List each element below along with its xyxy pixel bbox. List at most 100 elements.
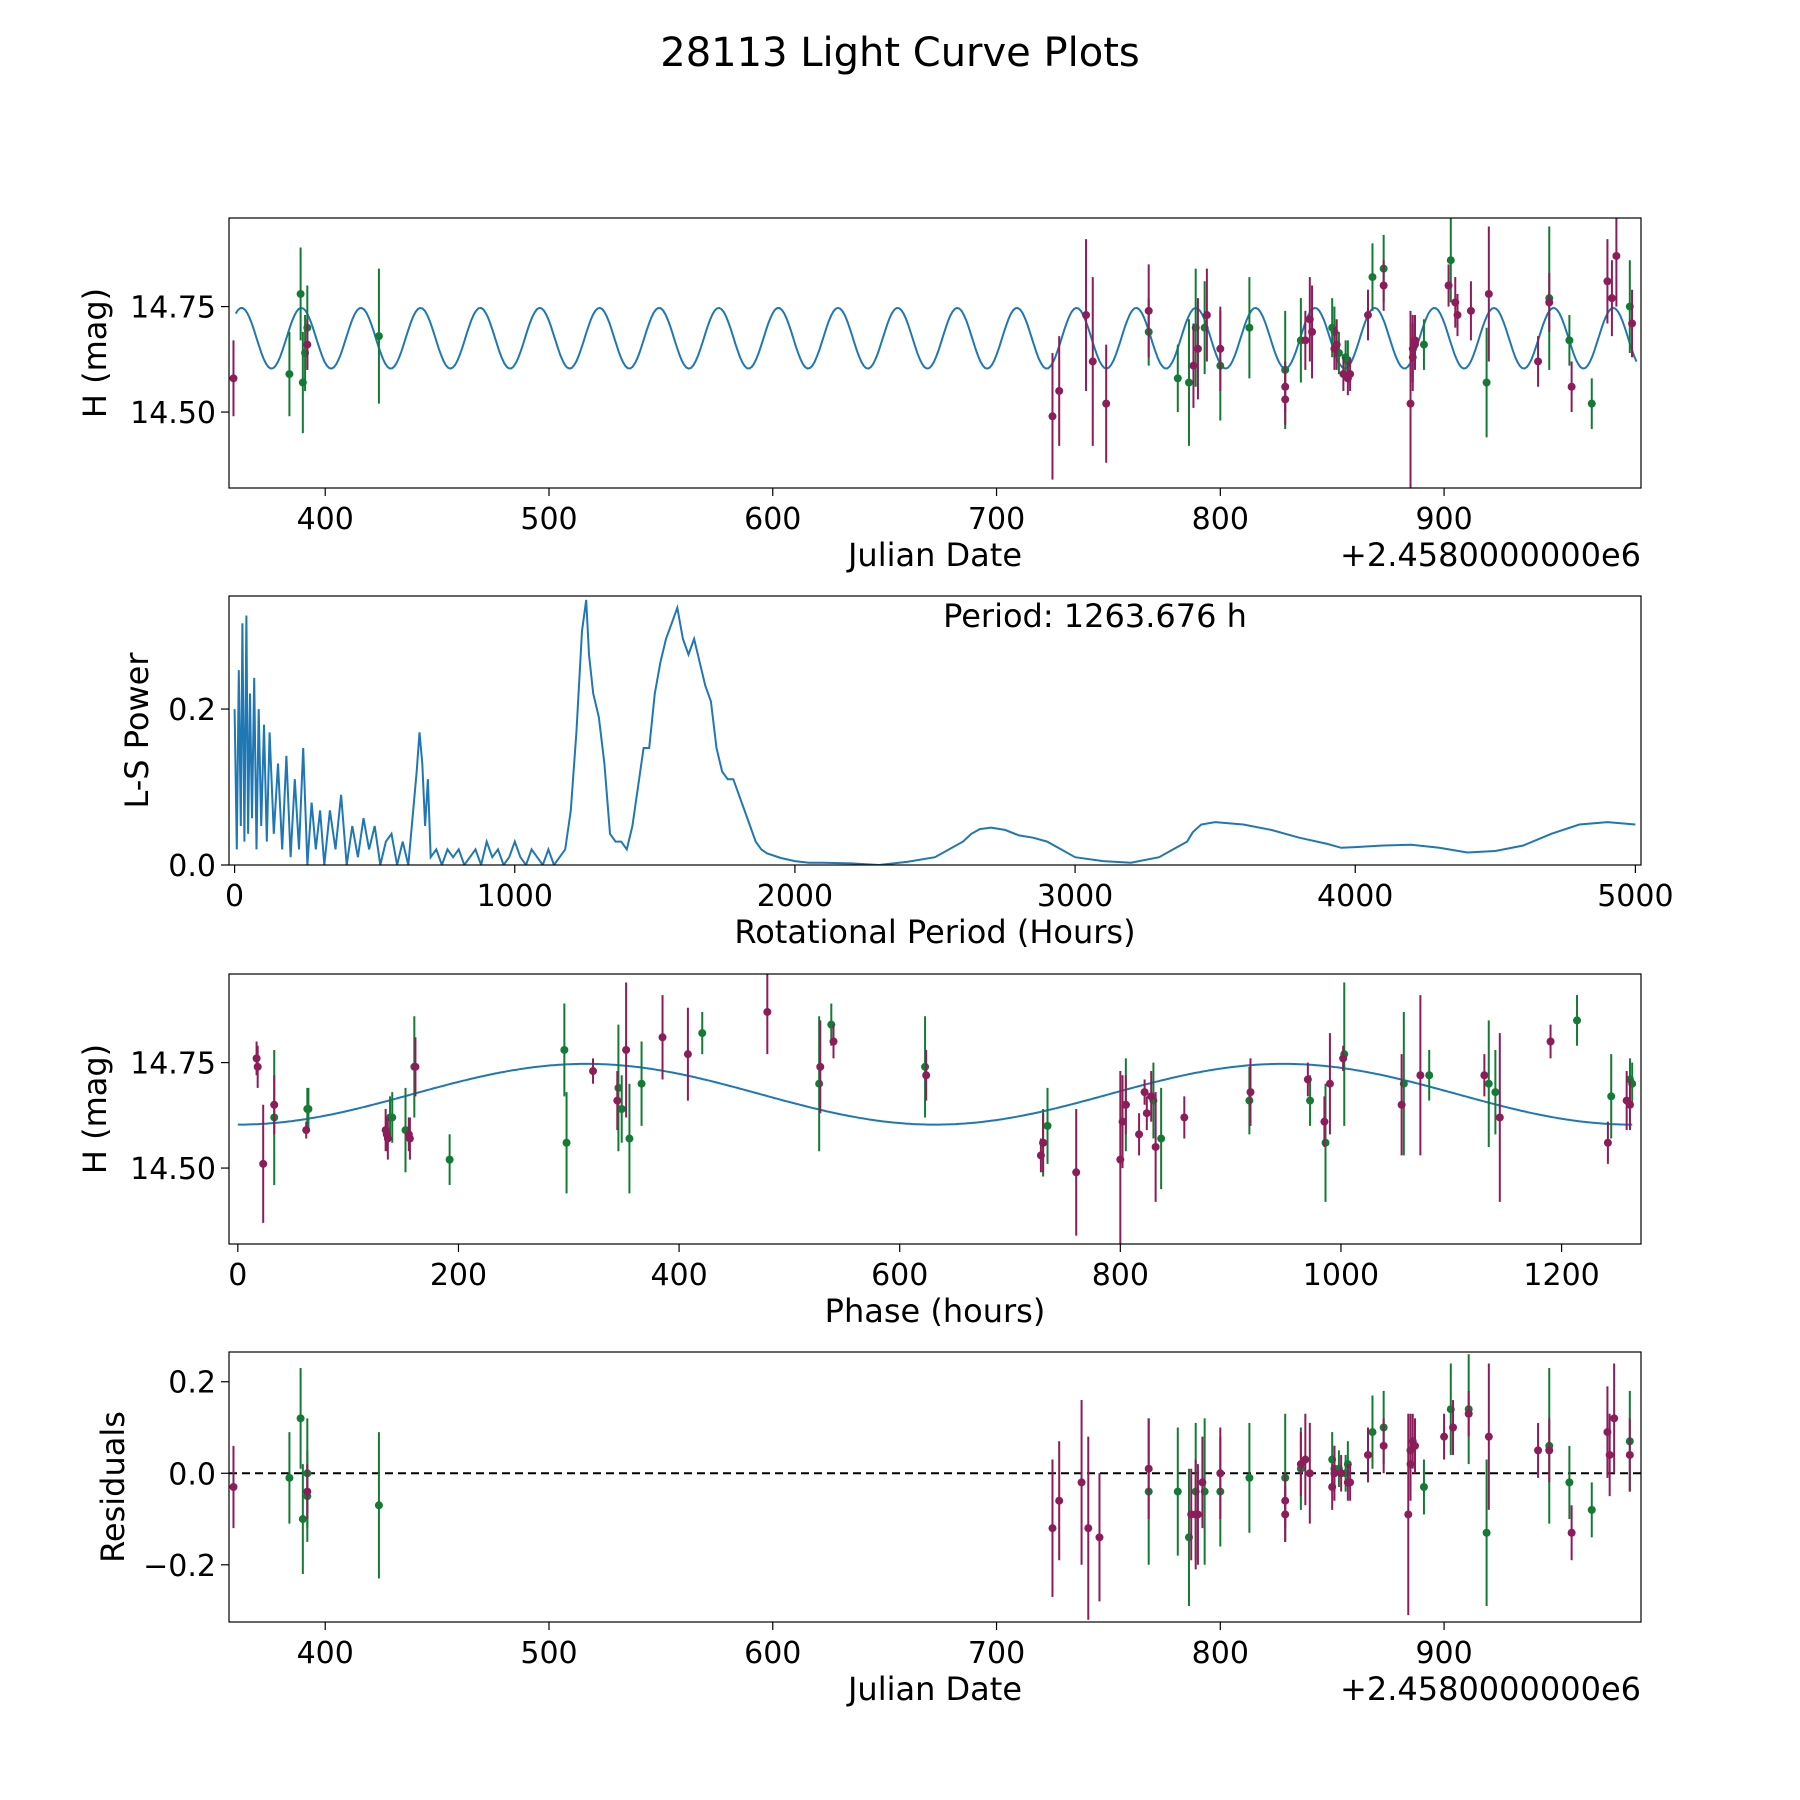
data-point-o [1088,357,1097,366]
data-point-o [1048,412,1057,421]
x-tick-label: 3000 [1037,879,1113,914]
data-point-g [560,1045,569,1054]
data-point-o [253,1062,262,1071]
plot-area [229,1354,1641,1620]
data-point-o [1142,1109,1151,1118]
data-point-g [1368,273,1377,282]
x-tick-label: 1000 [477,879,553,914]
data-point-o [1379,281,1388,290]
data-point-o [1193,1510,1202,1519]
y-tick-label: 0.0 [168,849,216,884]
data-point-o [1048,1524,1057,1533]
y-tick-label: 14.75 [130,1047,216,1082]
data-point-g [1368,1428,1377,1437]
data-point-o [270,1100,279,1109]
y-axis-label: H (mag) [76,288,114,418]
data-point-o [1545,1446,1554,1455]
data-point-g [388,1113,397,1122]
data-point-o [1534,1446,1543,1455]
x-tick-label: 900 [1415,1636,1472,1671]
data-point-o [1121,1100,1130,1109]
data-point-o [1337,1469,1346,1478]
data-point-g [1573,1016,1582,1025]
data-point-o [1135,1130,1144,1139]
x-tick-label: 200 [430,1258,487,1293]
data-point-o [1610,1414,1619,1423]
data-point-o [1281,1510,1290,1519]
y-axis-label: H (mag) [76,1044,114,1174]
data-point-o [252,1054,261,1063]
data-point-o [229,374,238,383]
data-point-o [1198,1478,1207,1487]
data-point-o [763,1007,772,1016]
data-point-o [1216,1469,1225,1478]
data-point-o [1449,1423,1458,1432]
data-point-g [1587,399,1596,408]
data-point-o [1625,1100,1634,1109]
data-point-g [374,1501,383,1510]
data-point-g [445,1155,454,1164]
data-point-o [1202,311,1211,320]
data-point-o [1308,327,1317,336]
data-point-o [1480,1071,1489,1080]
model-fit-curve [237,1062,1633,1126]
y-tick-label: 14.75 [130,291,216,326]
x-axis-label: Julian Date [846,536,1022,574]
data-point-o [1379,1441,1388,1450]
data-point-g [1607,1092,1616,1101]
data-point-g [1157,1134,1166,1143]
x-tick-label: 1200 [1523,1258,1599,1293]
axes-frame [228,1351,1642,1623]
x-tick-label: 2000 [757,879,833,914]
data-point-o [405,1134,414,1143]
data-point-o [1055,386,1064,395]
x-tick-label: 400 [650,1258,707,1293]
data-point-o [1281,382,1290,391]
periodogram-panel: 0 1000 2000 3000 4000 5000 0.0 0.2 Rotational Pe… [118,595,1674,951]
data-point-o [1102,399,1111,408]
x-tick-label: 500 [520,502,577,537]
data-point-g [617,1105,626,1113]
data-point-g [298,1515,307,1524]
data-point-o [1301,1455,1310,1464]
y-tick-label: −0.2 [143,1549,216,1584]
x-tick-label: 0 [225,879,244,914]
data-point-o [1484,1432,1493,1441]
y-tick-label: 14.50 [130,396,216,431]
data-point-o [1330,1469,1339,1478]
data-point-g [562,1138,571,1147]
data-point-o [1072,1168,1081,1177]
data-point-o [1444,281,1453,290]
data-point-o [1320,1117,1329,1126]
data-point-g [1419,1483,1428,1491]
axes-frame [228,217,1642,489]
data-point-o [1605,1450,1614,1459]
data-point-o [1189,361,1198,370]
phased-curve-panel: 0 200 400 600 800 1000 1200 14.50 14.75 Phase (ho… [76,973,1642,1330]
data-point-o [613,1096,622,1105]
data-point-o [829,1037,838,1046]
x-tick-label: 800 [1192,502,1249,537]
data-point-g [1245,1473,1254,1482]
data-point-g [1245,1096,1254,1105]
data-point-g [1173,1487,1182,1496]
data-point-o [1410,1441,1419,1450]
x-tick-label: 5000 [1597,879,1673,914]
data-point-o [1346,370,1355,379]
x-offset-text: +2.4580000000e6 [1340,536,1641,574]
axes-frame [228,973,1642,1245]
plot-area [229,218,1638,488]
x-tick-label: 900 [1415,502,1472,537]
axes-frame [228,595,1642,866]
data-point-o [1346,1478,1355,1487]
data-point-o [1180,1113,1189,1122]
data-point-o [1628,319,1637,328]
data-point-o [1453,311,1462,320]
data-point-o [1607,294,1616,303]
data-point-o [259,1159,268,1168]
data-point-o [1144,1464,1153,1473]
data-point-o [1144,306,1153,315]
x-tick-label: 0 [228,1258,247,1293]
data-point-o [816,1062,825,1071]
